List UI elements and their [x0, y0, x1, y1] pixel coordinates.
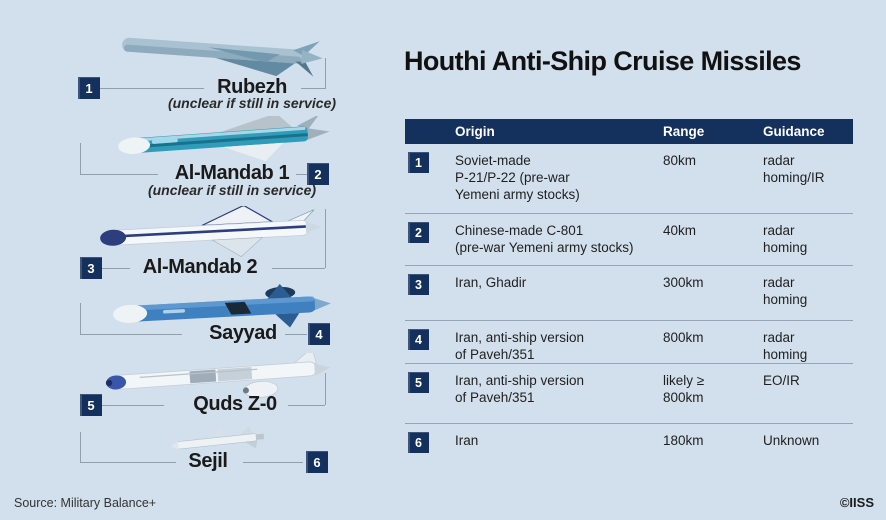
table-row: 1 Soviet-made P-21/P-22 (pre-war Yemeni … [405, 144, 853, 213]
missile-badge-1: 1 [78, 77, 100, 99]
table-row: 5 Iran, anti-ship version of Paveh/351 l… [405, 363, 853, 423]
connector-line [301, 88, 325, 89]
origin-cell: Chinese-made C-801 (pre-war Yemeni army … [455, 223, 634, 255]
guidance-cell: Unknown [763, 433, 820, 448]
table-header-row: Origin Range Guidance [405, 119, 853, 144]
missile-label-sejil: Sejil [188, 450, 228, 472]
missile-illustration-al-mandab-1 [118, 116, 330, 162]
connector-line [80, 462, 176, 463]
missile-label-rubezh: Rubezh [217, 76, 287, 98]
source-attribution: Source: Military Balance+ [14, 496, 157, 510]
row-badge-2: 2 [408, 222, 429, 243]
connector-line [272, 268, 325, 269]
range-cell: 40km [663, 223, 697, 238]
connector-line [80, 432, 81, 462]
connector-line [102, 405, 164, 406]
missile-label-sayyad: Sayyad [209, 322, 277, 344]
connector-line [285, 334, 307, 335]
column-header-range: Range [663, 124, 705, 139]
connector-line [325, 373, 326, 405]
row-badge-6: 6 [408, 432, 429, 453]
missile-badge-2: 2 [307, 163, 329, 185]
missile-illustration-sayyad [113, 283, 331, 328]
missile-illustration-sejil [170, 426, 265, 450]
column-header-guidance: Guidance [763, 124, 825, 139]
connector-line [80, 334, 182, 335]
row-badge-1: 1 [408, 152, 429, 173]
origin-cell: Iran, anti-ship version of Paveh/351 [455, 373, 585, 405]
origin-cell: Iran, Ghadir [455, 275, 527, 290]
row-badge-5: 5 [408, 372, 429, 393]
missile-note-al-mandab-1: (unclear if still in service) [147, 182, 317, 198]
origin-cell: Iran, anti-ship version of Paveh/351 [455, 330, 585, 362]
missile-label-al-mandab-2: Al-Mandab 2 [142, 256, 258, 278]
guidance-cell: radar homing [763, 330, 808, 362]
range-cell: 180km [663, 433, 704, 448]
missile-badge-3: 3 [80, 257, 102, 279]
table-row: 4 Iran, anti-ship version of Paveh/351 8… [405, 320, 853, 363]
connector-line [102, 268, 130, 269]
table-row: 2 Chinese-made C-801 (pre-war Yemeni arm… [405, 213, 853, 265]
missile-illustration-rubezh [122, 37, 323, 77]
guidance-cell: radar homing/IR [763, 153, 825, 185]
guidance-cell: radar homing [763, 223, 808, 255]
column-header-origin: Origin [455, 124, 495, 139]
connector-line [80, 303, 81, 334]
row-badge-4: 4 [408, 329, 429, 350]
connector-line [288, 405, 325, 406]
connector-line [243, 462, 303, 463]
missile-label-al-mandab-1: Al-Mandab 1 [174, 162, 290, 184]
connector-line [80, 143, 81, 174]
connector-line [80, 174, 158, 175]
connector-line [325, 209, 326, 268]
missile-badge-6: 6 [306, 451, 328, 473]
origin-cell: Soviet-made P-21/P-22 (pre-war Yemeni ar… [455, 153, 580, 202]
guidance-cell: radar homing [763, 275, 808, 307]
guidance-cell: EO/IR [763, 373, 800, 388]
missile-table: Origin Range Guidance 1 Soviet-made P-21… [405, 119, 853, 463]
missile-badge-4: 4 [308, 323, 330, 345]
row-badge-3: 3 [408, 274, 429, 295]
missile-illustration-al-mandab-2 [100, 206, 322, 257]
range-cell: 800km [663, 330, 704, 345]
missile-note-rubezh: (unclear if still in service) [167, 95, 337, 111]
connector-line [325, 58, 326, 89]
page-title: Houthi Anti-Ship Cruise Missiles [404, 46, 801, 76]
missile-illustration-quds-z0 [105, 353, 331, 398]
origin-cell: Iran [455, 433, 479, 448]
table-row: 3 Iran, Ghadir 300km radar homing [405, 265, 853, 320]
iiss-credit: ©IISS [839, 495, 874, 510]
range-cell: likely ≥ 800km [663, 373, 705, 405]
missile-label-quds-z0: Quds Z-0 [193, 393, 277, 415]
table-row: 6 Iran 180km Unknown [405, 423, 853, 463]
range-cell: 80km [663, 153, 697, 168]
range-cell: 300km [663, 275, 704, 290]
connector-line [296, 174, 307, 175]
connector-line [100, 88, 204, 89]
missile-badge-5: 5 [80, 394, 102, 416]
